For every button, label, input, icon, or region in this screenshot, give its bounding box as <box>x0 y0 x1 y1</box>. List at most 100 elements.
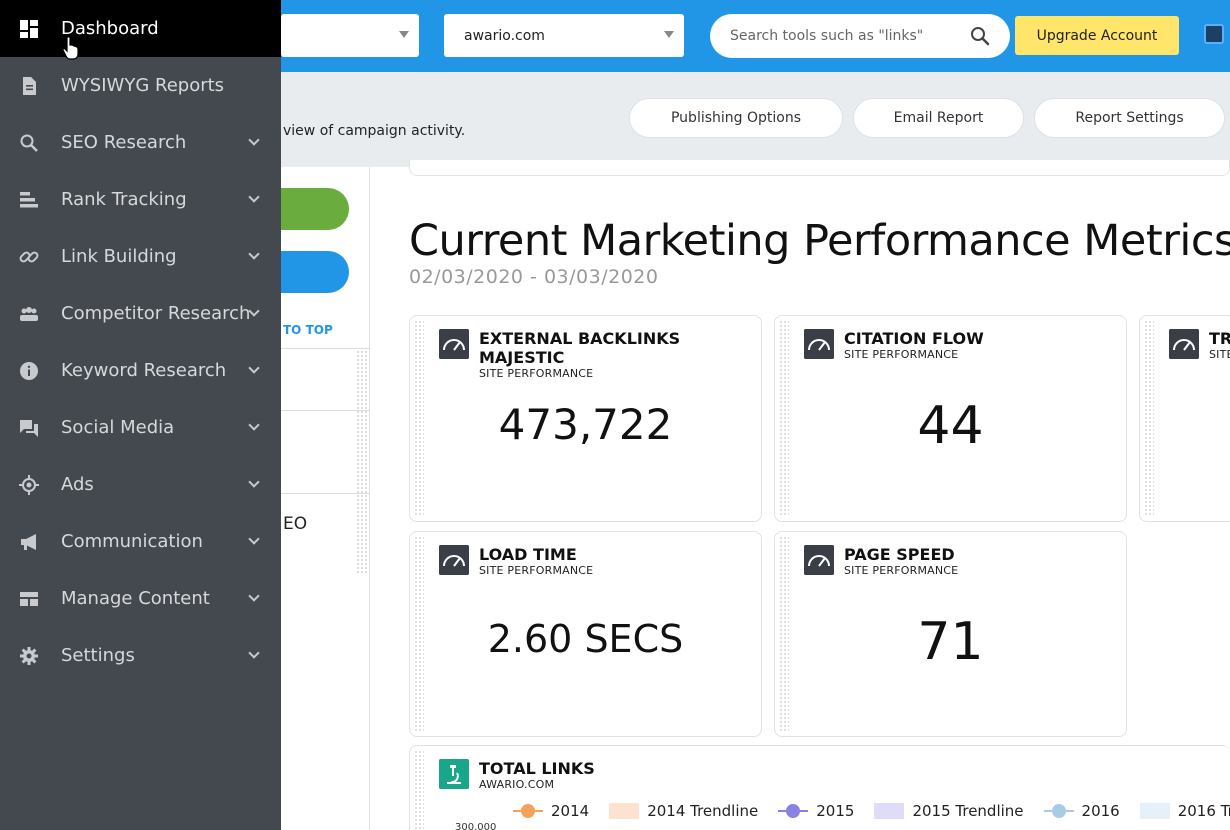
hand-cursor-icon <box>62 36 79 60</box>
legend-line-marker <box>778 804 809 818</box>
sidebar-item-label: Competitor Research <box>61 303 251 324</box>
divider <box>281 348 370 349</box>
legend-item-2014-trendline[interactable]: 2014 Trendline <box>609 802 758 820</box>
sidebar-item-label: Manage Content <box>61 588 210 609</box>
card-title: EXTERNAL BACKLINKS MAJESTIC <box>479 329 681 367</box>
gauge-icon <box>439 545 469 575</box>
search-icon <box>20 134 38 152</box>
chevron-down-icon <box>248 134 260 146</box>
card-title: TOTAL LINKS <box>479 759 595 778</box>
gear-icon <box>20 646 38 665</box>
card-value: 2.60 SECS <box>487 617 684 661</box>
user-account-icon[interactable] <box>1204 24 1224 44</box>
card-title: LOAD TIME <box>479 545 577 564</box>
gauge-icon <box>804 545 834 575</box>
sidebar-item-wysiwyg-reports[interactable]: WYSIWYG Reports <box>0 57 281 114</box>
card-value: 44 <box>917 396 984 456</box>
card-subtitle: AWARIO.COM <box>479 778 555 791</box>
sidebar-item-label: WYSIWYG Reports <box>61 75 225 96</box>
card-subtitle: SITE <box>1209 348 1230 361</box>
card-title: PAGE SPEED <box>844 545 955 564</box>
drag-handle[interactable] <box>356 350 368 574</box>
sidebar-item-rank-tracking[interactable]: Rank Tracking <box>0 171 281 228</box>
sidebar-item-competitor-research[interactable]: Competitor Research <box>0 285 281 342</box>
card-subtitle: SITE PERFORMANCE <box>479 367 594 380</box>
group-icon <box>20 306 38 321</box>
date-range: 02/03/2020 - 03/03/2020 <box>409 266 659 288</box>
legend-label: 2015 Trendline <box>912 802 1024 820</box>
legend-label: 2014 <box>551 802 590 820</box>
divider <box>281 493 370 494</box>
divider <box>281 410 370 411</box>
card-value: 71 <box>917 612 984 672</box>
card-subtitle: SITE PERFORMANCE <box>844 564 959 577</box>
page-title: Current Marketing Performance Metrics <box>409 216 1230 266</box>
sidebar-item-social-media[interactable]: Social Media <box>0 399 281 456</box>
report-settings-button[interactable]: Report Settings <box>1034 98 1225 138</box>
microscope-icon <box>439 759 469 789</box>
publishing-options-button[interactable]: Publishing Options <box>629 98 843 138</box>
sidebar-item-link-building[interactable]: Link Building <box>0 228 281 285</box>
info-icon <box>20 361 38 380</box>
page-description: view of campaign activity. <box>283 123 466 139</box>
legend-item-2016[interactable]: 2016 <box>1043 802 1120 820</box>
link-icon <box>19 251 39 262</box>
total-links-card: TOTAL LINKS AWARIO.COM <box>409 745 1230 830</box>
metric-card-external-backlinks: EXTERNAL BACKLINKS MAJESTIC SITE PERFORM… <box>409 315 762 522</box>
legend-item-2015[interactable]: 2015 <box>778 802 854 820</box>
metric-card-citation-flow: CITATION FLOW SITE PERFORMANCE 44 <box>774 315 1127 522</box>
chart-legend: 2014 2014 Trendline 2015 2015 Trendline … <box>513 802 1230 820</box>
green-action-button[interactable] <box>281 188 349 230</box>
sidebar-item-label: Social Media <box>61 417 175 438</box>
chevron-down-icon <box>248 647 260 659</box>
upgrade-account-button[interactable]: Upgrade Account <box>1015 16 1179 55</box>
sidebar-item-ads[interactable]: Ads <box>0 456 281 513</box>
search-icon[interactable] <box>970 26 990 46</box>
sidebar: Dashboard WYSIWYG Reports SEO Research R… <box>0 0 281 830</box>
legend-item-2015-trendline[interactable]: 2015 Trendline <box>874 802 1024 820</box>
card-subtitle: SITE PERFORMANCE <box>479 564 594 577</box>
legend-box-marker <box>609 803 640 819</box>
domain-select[interactable]: awario.com <box>444 14 684 57</box>
chevron-down-icon <box>399 31 409 38</box>
drag-handle[interactable] <box>779 320 789 517</box>
gauge-icon <box>1169 329 1199 359</box>
sidebar-item-dashboard[interactable]: Dashboard <box>0 0 281 57</box>
document-icon <box>23 76 36 95</box>
target-icon <box>19 474 39 495</box>
sidebar-item-seo-research[interactable]: SEO Research <box>0 114 281 171</box>
search-input[interactable] <box>730 28 965 44</box>
sidebar-item-keyword-research[interactable]: Keyword Research <box>0 342 281 399</box>
sidebar-item-label: Link Building <box>61 246 177 267</box>
sidebar-item-settings[interactable]: Settings <box>0 627 281 684</box>
sidebar-item-manage-content[interactable]: Manage Content <box>0 570 281 627</box>
card-title: CITATION FLOW <box>844 329 984 348</box>
sidebar-item-communication[interactable]: Communication <box>0 513 281 570</box>
drag-handle[interactable] <box>1144 320 1154 517</box>
gauge-icon <box>439 329 469 359</box>
sidebar-item-label: Rank Tracking <box>61 189 187 210</box>
chat-icon <box>20 419 38 437</box>
chevron-down-icon <box>248 191 260 203</box>
blue-action-button[interactable] <box>281 251 349 293</box>
back-to-top-link[interactable]: TO TOP <box>283 323 333 337</box>
drag-handle[interactable] <box>414 320 424 517</box>
project-select[interactable] <box>281 14 419 57</box>
previous-card <box>409 160 1230 176</box>
email-report-button[interactable]: Email Report <box>853 98 1024 138</box>
bar-chart-icon <box>20 191 38 207</box>
sidebar-item-label: Communication <box>61 531 203 552</box>
section-label[interactable]: EO <box>283 514 308 534</box>
metric-card-partial: TR SITE <box>1139 315 1230 522</box>
card-subtitle: SITE PERFORMANCE <box>844 348 959 361</box>
legend-label: 2016 <box>1081 802 1120 820</box>
drag-handle[interactable] <box>414 750 424 830</box>
tool-search <box>710 14 1010 58</box>
drag-handle[interactable] <box>779 536 789 732</box>
y-axis-tick: 300,000 <box>455 822 497 830</box>
legend-label: 2015 <box>816 802 855 820</box>
legend-item-2014[interactable]: 2014 <box>513 802 589 820</box>
drag-handle[interactable] <box>414 536 424 732</box>
legend-item-2016-trendline[interactable]: 2016 Trend <box>1139 802 1230 820</box>
sidebar-item-label: Ads <box>61 474 94 495</box>
